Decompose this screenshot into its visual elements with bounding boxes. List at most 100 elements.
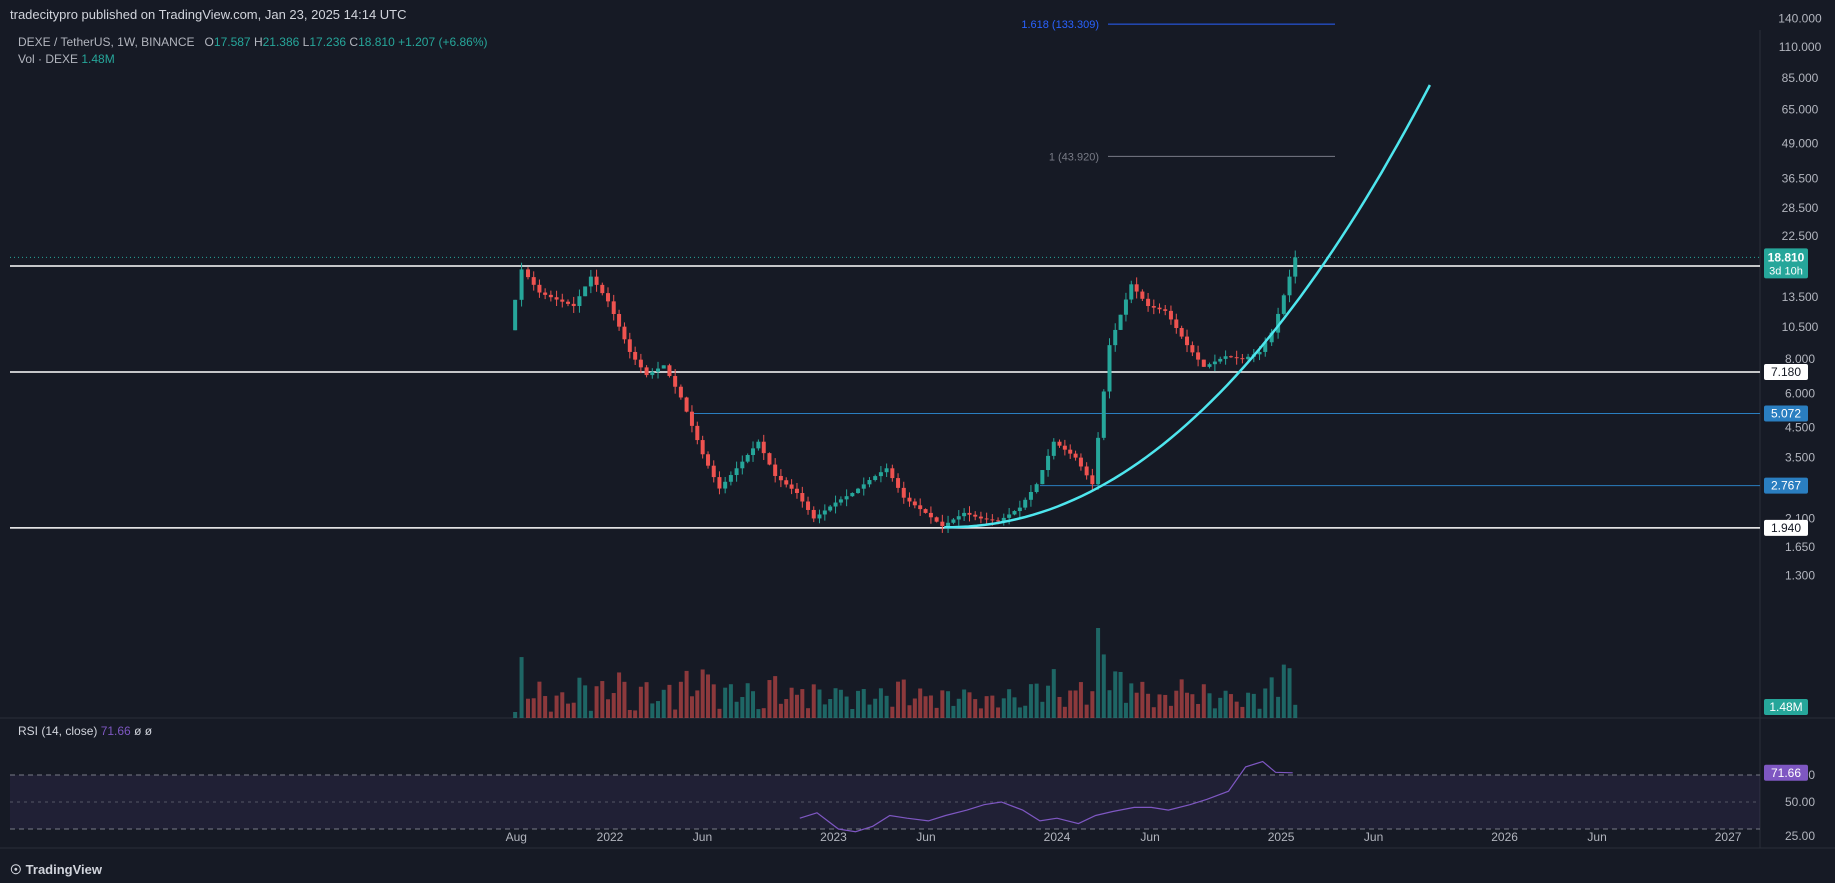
- volume-bar: [594, 686, 599, 718]
- volume-bar: [856, 690, 861, 718]
- volume-bar: [723, 687, 728, 718]
- tradingview-brand[interactable]: ☉ TradingView: [10, 862, 102, 878]
- candle-body: [1113, 329, 1118, 346]
- volume-bar: [1040, 701, 1045, 718]
- price-level-tag-label: 5.072: [1771, 406, 1801, 420]
- close-label: C: [349, 35, 359, 49]
- volume-bar: [1096, 628, 1101, 718]
- volume-bar: [1246, 692, 1251, 718]
- price-level-tag: 1.940: [1764, 519, 1808, 536]
- candle-body: [577, 296, 582, 307]
- volume-bar: [901, 679, 906, 718]
- rsi-tag-bg: [1764, 764, 1808, 781]
- time-axis-tick: 2023: [820, 830, 847, 844]
- candle-body: [962, 512, 967, 517]
- candle-body: [1240, 358, 1245, 360]
- volume-bar: [577, 677, 582, 718]
- volume-bar: [728, 684, 733, 718]
- candle-body: [689, 411, 694, 426]
- volume-bar: [1118, 671, 1123, 718]
- volume-bar: [1269, 677, 1274, 718]
- volume-bar: [656, 701, 661, 718]
- volume-bar: [1293, 704, 1298, 718]
- close-value: 18.810: [358, 35, 395, 49]
- price-axis-tick: 8.000: [1785, 352, 1815, 366]
- volume-bar: [1287, 668, 1292, 718]
- candle-body: [644, 367, 649, 376]
- price-axis-tick: 4.500: [1785, 421, 1815, 435]
- candle-body: [1190, 345, 1195, 353]
- volume-bar: [867, 704, 872, 718]
- candle-body: [745, 455, 750, 462]
- candle-body: [890, 468, 895, 479]
- volume-bar: [978, 708, 983, 718]
- candle-body: [923, 509, 928, 513]
- volume-bar: [661, 689, 666, 718]
- rsi-axis-tick: 50.00: [1785, 795, 1815, 809]
- candle-body: [912, 501, 917, 506]
- candle-body: [996, 520, 1001, 522]
- candle-body: [650, 371, 655, 376]
- volume-bar: [531, 698, 536, 718]
- volume-bar: [740, 697, 745, 718]
- price-axis-tick: 65.000: [1782, 103, 1819, 117]
- open-label: O: [204, 35, 214, 49]
- volume-bar: [861, 689, 866, 718]
- candle-body: [822, 510, 827, 515]
- volume-bar: [773, 676, 778, 718]
- price-axis-tick: 13.500: [1782, 290, 1819, 304]
- volume-bar: [794, 694, 799, 718]
- volume-bar: [673, 709, 678, 718]
- candle-body: [1107, 345, 1112, 392]
- candle-body: [1017, 507, 1022, 512]
- volume-bar: [1078, 682, 1083, 718]
- candle-body: [678, 386, 683, 398]
- candle-body: [588, 276, 593, 287]
- candle-body: [884, 468, 889, 473]
- candle-body: [1101, 391, 1106, 438]
- volume-bar: [600, 681, 605, 718]
- volume-bar: [956, 698, 961, 718]
- candle-body: [844, 496, 849, 500]
- candle-body: [838, 499, 843, 503]
- candle-body: [1146, 298, 1151, 307]
- rsi-line: [799, 760, 1293, 833]
- rsi-value: 71.66: [100, 724, 131, 738]
- rsi-tag-label: 71.66: [1771, 766, 1801, 780]
- candle-body: [1078, 457, 1083, 467]
- volume-bar: [940, 690, 945, 718]
- time-axis-tick: 2022: [597, 830, 624, 844]
- candle-body: [773, 464, 778, 476]
- volume-bar: [778, 703, 783, 718]
- ohlc-row: DEXE / TetherUS, 1W, BINANCE O17.587 H21…: [18, 34, 488, 51]
- volume-bar: [1073, 690, 1078, 718]
- volume-bar: [1113, 671, 1118, 718]
- candle-body: [548, 294, 553, 298]
- volume-tag-label: 1.48M: [1769, 700, 1802, 714]
- candle-body: [1118, 314, 1123, 330]
- volume-bar: [706, 674, 711, 718]
- volume-bar: [896, 681, 901, 718]
- volume-bar: [1207, 693, 1212, 718]
- volume-bar: [850, 709, 855, 718]
- candle-body: [767, 453, 772, 465]
- volume-bar: [1276, 696, 1281, 718]
- volume-bar: [1101, 654, 1106, 718]
- volume-bar: [934, 707, 939, 718]
- volume-bar: [789, 687, 794, 718]
- volume-bar: [946, 691, 951, 718]
- volume-bar: [884, 695, 889, 718]
- candle-body: [967, 512, 972, 515]
- candle-body: [1185, 336, 1190, 346]
- candle-body: [1263, 342, 1268, 352]
- volume-bar: [1281, 664, 1286, 718]
- volume-bar: [689, 696, 694, 718]
- price-axis-tick: 1.650: [1785, 540, 1815, 554]
- candle-body: [1028, 491, 1033, 500]
- volume-bar: [548, 711, 553, 718]
- candle-body: [740, 461, 745, 469]
- price-level-tag: 7.180: [1764, 364, 1808, 381]
- volume-bar: [1228, 694, 1233, 718]
- candle-body: [978, 516, 983, 519]
